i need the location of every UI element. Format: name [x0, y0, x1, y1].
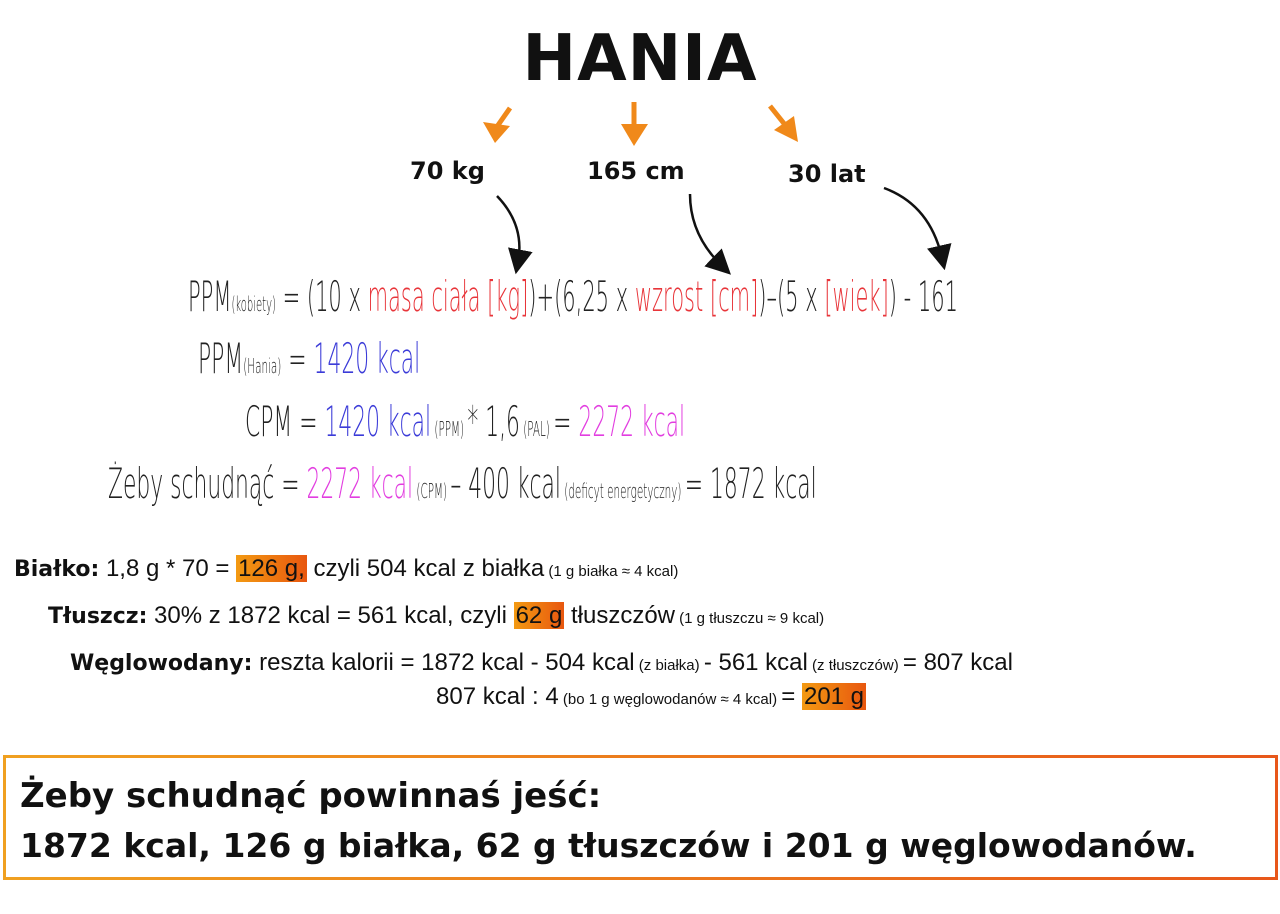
- age-label: 30 lat: [788, 160, 866, 188]
- calc-note: (1 g tłuszczu ≈ 9 kcal): [675, 610, 825, 627]
- formula-label: PPM: [188, 272, 232, 321]
- ppm-general-formula: PPM(kobiety) = (10 x masa ciała [kg])+(6…: [188, 272, 958, 321]
- formula-part: = (10 x: [275, 272, 368, 321]
- summary-line-2: 1872 kcal, 126 g białka, 62 g tłuszczów …: [20, 826, 1197, 865]
- deficit-result: = 1872 kcal: [684, 459, 817, 508]
- fat-label: Tłuszcz:: [48, 604, 148, 629]
- age-variable: [wiek]: [824, 272, 889, 321]
- formula-sub: (deficyt energetyczny): [560, 479, 685, 503]
- calc-text: = 807 kcal: [902, 649, 1013, 676]
- calc-text: czyli 504 kcal z białka: [306, 555, 545, 582]
- ppm-value: 1420 kcal: [313, 334, 421, 383]
- formula-part: )–(5 x: [758, 272, 825, 321]
- formula-sub: (PAL): [519, 417, 554, 441]
- cpm-formula: CPM = 1420 kcal (PPM) * 1,6 (PAL) = 2272…: [245, 397, 685, 446]
- protein-result: 126 g,: [236, 555, 307, 582]
- formula-sub: (Hania): [243, 354, 282, 378]
- calc-note: (z białka): [634, 657, 704, 674]
- height-label: 165 cm: [587, 157, 685, 185]
- protein-label: Białko:: [14, 557, 100, 582]
- formula-part: ) - 161: [888, 272, 958, 321]
- orange-arrow-icon: [621, 102, 648, 146]
- weight-arrow-icon: [496, 195, 533, 275]
- calc-text: 30% z 1872 kcal = 561 kcal, czyli: [147, 602, 514, 629]
- formula-sub: (CPM): [413, 479, 451, 503]
- cpm-value: 2272 kcal: [306, 459, 414, 508]
- ppm-value: 1420 kcal: [324, 397, 432, 446]
- calc-text: 807 kcal : 4: [436, 683, 559, 710]
- formula-label: Żeby schudnąć: [108, 459, 275, 508]
- formula-label: PPM: [198, 334, 244, 383]
- summary-line-1: Żeby schudnąć powinnaś jeść:: [20, 776, 602, 816]
- formula-part: * 1,6: [467, 397, 520, 446]
- formula-part: )+(6,25 x: [528, 272, 635, 321]
- formula-part: =: [274, 459, 307, 508]
- formula-part: =: [281, 334, 314, 383]
- weight-label: 70 kg: [410, 157, 485, 185]
- calc-note: (bo 1 g węglowodanów ≈ 4 kcal): [558, 691, 782, 708]
- height-variable: wzrost [cm]: [634, 272, 759, 321]
- formula-label: CPM: [245, 397, 293, 446]
- formula-sub: (PPM): [431, 417, 468, 441]
- carbs-result: 201 g: [801, 683, 867, 710]
- orange-arrow-icon: [768, 104, 798, 142]
- calc-text: - 561 kcal: [703, 649, 808, 676]
- carbs-label: Węglowodany:: [70, 651, 253, 676]
- carbs-line: Węglowodany: reszta kalorii = 1872 kcal …: [70, 649, 1013, 677]
- carbs-line-2: 807 kcal : 4 (bo 1 g węglowodanów ≈ 4 kc…: [436, 683, 867, 711]
- orange-arrow-icon: [483, 106, 513, 143]
- calc-note: (1 g białka ≈ 4 kcal): [544, 563, 679, 580]
- calc-text: tłuszczów: [564, 602, 675, 629]
- formula-sub: (kobiety): [231, 292, 276, 316]
- fat-line: Tłuszcz: 30% z 1872 kcal = 561 kcal, czy…: [48, 602, 824, 630]
- calc-text: 1,8 g * 70 =: [99, 555, 237, 582]
- summary-box: [3, 755, 1278, 880]
- age-arrow-icon: [883, 186, 952, 271]
- weight-variable: masa ciała [kg]: [367, 272, 529, 321]
- ppm-hania-formula: PPM(Hania) = 1420 kcal: [198, 334, 420, 383]
- formula-part: – 400 kcal: [450, 459, 561, 508]
- cpm-value: 2272 kcal: [578, 397, 686, 446]
- calc-text: reszta kalorii = 1872 kcal - 504 kcal: [252, 649, 635, 676]
- deficit-formula: Żeby schudnąć = 2272 kcal (CPM) – 400 kc…: [108, 459, 817, 508]
- page-title: HANIA: [522, 22, 758, 96]
- fat-result: 62 g: [513, 602, 565, 629]
- height-arrow-icon: [688, 193, 731, 275]
- protein-line: Białko: 1,8 g * 70 = 126 g, czyli 504 kc…: [14, 555, 678, 583]
- calc-text: =: [781, 683, 802, 710]
- calc-note: (z tłuszczów): [807, 657, 903, 674]
- formula-part: =: [553, 397, 579, 446]
- formula-part: =: [292, 397, 325, 446]
